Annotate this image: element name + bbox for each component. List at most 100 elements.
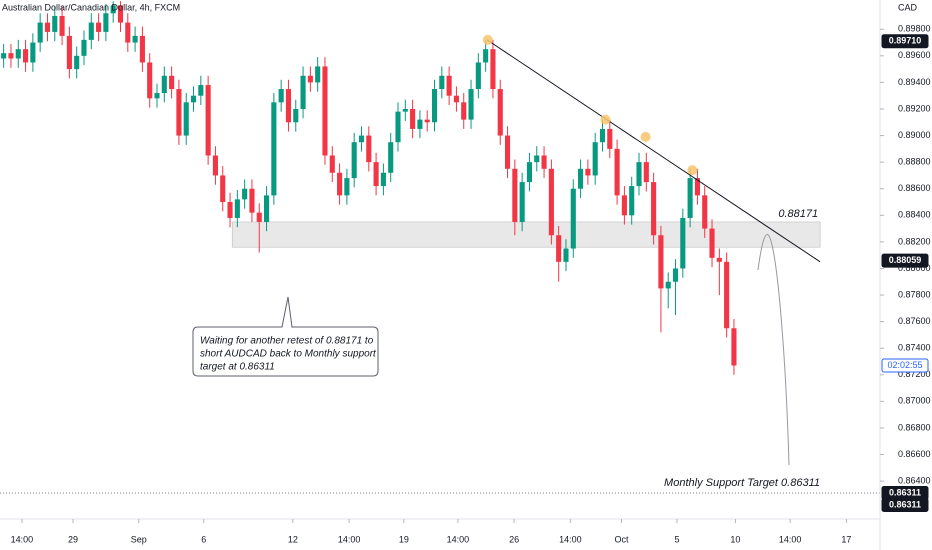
candle-body: [344, 178, 350, 196]
support-label: Monthly Support Target 0.86311: [664, 477, 820, 489]
candle-body: [329, 155, 335, 173]
candle-body: [570, 188, 576, 249]
candle-body: [431, 89, 438, 123]
candle-body: [548, 168, 554, 236]
y-tick-label: 0.87800: [898, 289, 931, 299]
candle-body: [147, 62, 153, 99]
candle-body: [483, 49, 489, 63]
candle-body: [497, 89, 503, 136]
candle-body: [125, 22, 131, 43]
trendline: [486, 39, 821, 263]
touch-point: [640, 131, 651, 142]
y-tick-label: 0.89800: [898, 24, 931, 34]
candle-body: [563, 248, 569, 262]
candle-body: [687, 178, 693, 218]
candle-body: [658, 235, 664, 289]
candle-body: [724, 261, 730, 329]
x-tick-label: 14:00: [11, 534, 34, 544]
candle-body: [643, 162, 649, 183]
y-tick-label: 0.87400: [898, 343, 931, 353]
candle-body: [337, 172, 343, 196]
candle-body: [592, 142, 598, 176]
candle-body: [541, 155, 547, 169]
y-tick-label: 0.87000: [898, 396, 931, 406]
candle-body: [190, 95, 197, 103]
candle-body: [629, 186, 635, 216]
candle-body: [264, 195, 270, 222]
price-label: 0.86311: [889, 499, 921, 509]
price-label: 0.86311: [889, 487, 921, 497]
candle-body: [380, 172, 386, 187]
candle-body: [665, 281, 671, 289]
candle-body: [1, 53, 7, 59]
candle-body: [234, 199, 240, 218]
countdown-box: [881, 358, 929, 373]
y-tick-label: 0.89000: [898, 130, 931, 140]
y-tick-label: 0.88600: [898, 183, 931, 193]
candle-body: [132, 35, 138, 43]
y-tick-label: 0.89200: [898, 103, 931, 113]
y-tick-label: 0.87200: [898, 369, 931, 379]
candle-body: [176, 89, 182, 136]
candle-body: [256, 212, 262, 222]
candle-body: [37, 22, 43, 43]
touch-point: [600, 114, 611, 125]
candle-body: [388, 142, 394, 173]
candle-body: [490, 49, 496, 90]
candle-body: [205, 85, 211, 156]
candle-body: [358, 135, 365, 143]
y-tick-label: 0.88200: [898, 236, 931, 246]
candle-body: [212, 155, 218, 176]
candle-body: [417, 119, 423, 129]
candle-body: [672, 268, 679, 282]
y-tick-label: 0.89400: [898, 77, 931, 87]
callout-line: Waiting for another retest of 0.88171 to: [200, 336, 374, 347]
countdown: 02:02:55: [887, 360, 922, 370]
candle-body: [74, 55, 80, 70]
callout-line: short AUDCAD back to Monthly support: [200, 349, 377, 360]
callout-line: target at 0.86311: [200, 362, 275, 373]
candle-body: [315, 66, 321, 83]
projection-curve: [757, 234, 790, 466]
candle-body: [512, 168, 518, 222]
candle-body: [59, 15, 65, 36]
plot-area: 0.88171 Monthly Support Target 0.86311: [0, 1, 880, 494]
candle-body: [373, 162, 379, 187]
price-label-box: [881, 253, 929, 268]
candle-body: [614, 148, 620, 196]
candle-body: [621, 195, 627, 216]
touch-point: [687, 165, 698, 176]
candle-body: [651, 182, 657, 236]
price-label-box: [881, 34, 929, 49]
candle-body: [446, 75, 452, 96]
x-tick-label: 26: [509, 534, 519, 544]
x-tick-label: 10: [730, 534, 740, 544]
x-tick-label: 14:00: [447, 534, 470, 544]
callout: Waiting for another retest of 0.88171 to…: [192, 296, 379, 377]
candle-body: [278, 89, 284, 103]
y-tick-label: 0.86600: [898, 449, 931, 459]
price-label-box: [881, 497, 929, 512]
candle-body: [504, 135, 511, 169]
candle-body: [519, 182, 525, 222]
candle-body: [161, 75, 167, 94]
x-tick-label: Oct: [614, 534, 629, 544]
candle-body: [351, 142, 357, 179]
candle-body: [220, 175, 226, 203]
candle-body: [293, 108, 299, 123]
candle-body: [249, 188, 255, 213]
candle-body: [402, 108, 408, 112]
candle-body: [366, 135, 372, 163]
candle-body: [439, 75, 445, 90]
x-tick-label: 19: [399, 534, 409, 544]
candle-body: [424, 119, 430, 123]
y-tick-label: 0.88400: [898, 210, 931, 220]
candle-body: [395, 111, 401, 143]
candle-body: [475, 62, 481, 90]
x-tick-label: 5: [674, 534, 679, 544]
x-tick-label: 14:00: [779, 534, 802, 544]
candle-body: [23, 49, 29, 63]
candle-body: [607, 128, 613, 149]
